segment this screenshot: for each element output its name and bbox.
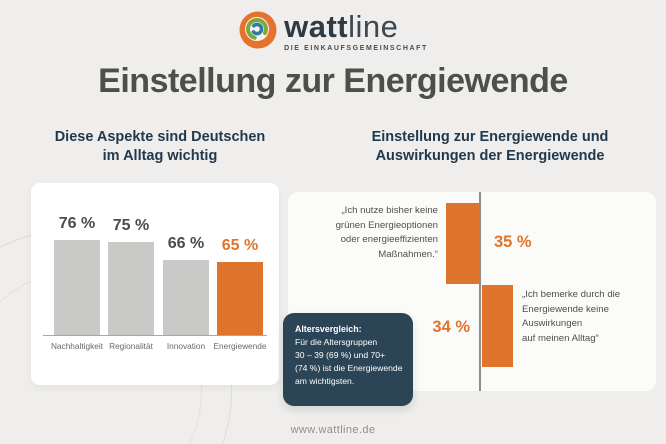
left-heading-line1: Diese Aspekte sind Deutschen [55, 129, 266, 145]
bar-group-innovation: 66 % [163, 235, 209, 335]
bar-group-regionalitaet: 75 % [108, 217, 154, 335]
quote-no-green-options: „Ich nutze bisher keine grünen Energieop… [306, 204, 438, 262]
header: wattline DIE EINKAUFSGEMEINSCHAFT [0, 10, 666, 52]
aspects-bar-chart-card: 76 % 75 % 66 % 65 % Nachhaltigkeit Regio… [31, 183, 279, 385]
bar-value-label: 76 % [59, 215, 95, 233]
bar-nachhaltigkeit [54, 240, 100, 335]
brand-watt: watt [284, 9, 348, 44]
right-heading-line2: Auswirkungen der Energiewende [376, 148, 605, 164]
right-heading-line1: Einstellung zur Energiewende und [372, 129, 609, 145]
x-axis-line [43, 335, 267, 336]
bar-innovation [163, 260, 209, 335]
bar-35-percent [446, 203, 480, 284]
left-section-heading: Diese Aspekte sind Deutschen im Alltag w… [18, 128, 302, 166]
bar-value-label: 75 % [113, 217, 149, 235]
brand-wordmark: wattline [284, 10, 398, 44]
bar-value-label: 65 % [222, 237, 258, 255]
right-section-heading: Einstellung zur Energiewende und Auswirk… [336, 128, 644, 166]
brand-line: line [348, 9, 398, 44]
brand-tagline: DIE EINKAUFSGEMEINSCHAFT [284, 45, 428, 52]
bar-group-nachhaltigkeit: 76 % [54, 215, 100, 335]
wattline-logo: wattline DIE EINKAUFSGEMEINSCHAFT [238, 10, 428, 52]
note-title: Altersvergleich: [295, 323, 405, 336]
bar-energiewende [217, 262, 263, 335]
wattline-swirl-icon [238, 10, 278, 50]
bar-group-energiewende: 65 % [217, 237, 263, 335]
infographic-canvas: wattline DIE EINKAUFSGEMEINSCHAFT Einste… [0, 0, 666, 444]
page-title: Einstellung zur Energiewende [0, 62, 666, 101]
value-label-34: 34 % [422, 318, 470, 337]
bar-value-label: 66 % [168, 235, 204, 253]
bar-regionalitaet [108, 242, 154, 335]
age-comparison-note: Altersvergleich: Für die Altersgruppen 3… [283, 313, 413, 406]
category-label-energiewende: Energiewende [200, 341, 280, 351]
left-heading-line2: im Alltag wichtig [103, 148, 218, 164]
quote-no-impact: „Ich bemerke durch die Energiewende kein… [522, 288, 658, 346]
value-label-35: 35 % [494, 233, 532, 252]
footer-url: www.wattline.de [0, 424, 666, 436]
bar-34-percent [482, 285, 513, 367]
logo-text: wattline DIE EINKAUFSGEMEINSCHAFT [284, 10, 428, 52]
